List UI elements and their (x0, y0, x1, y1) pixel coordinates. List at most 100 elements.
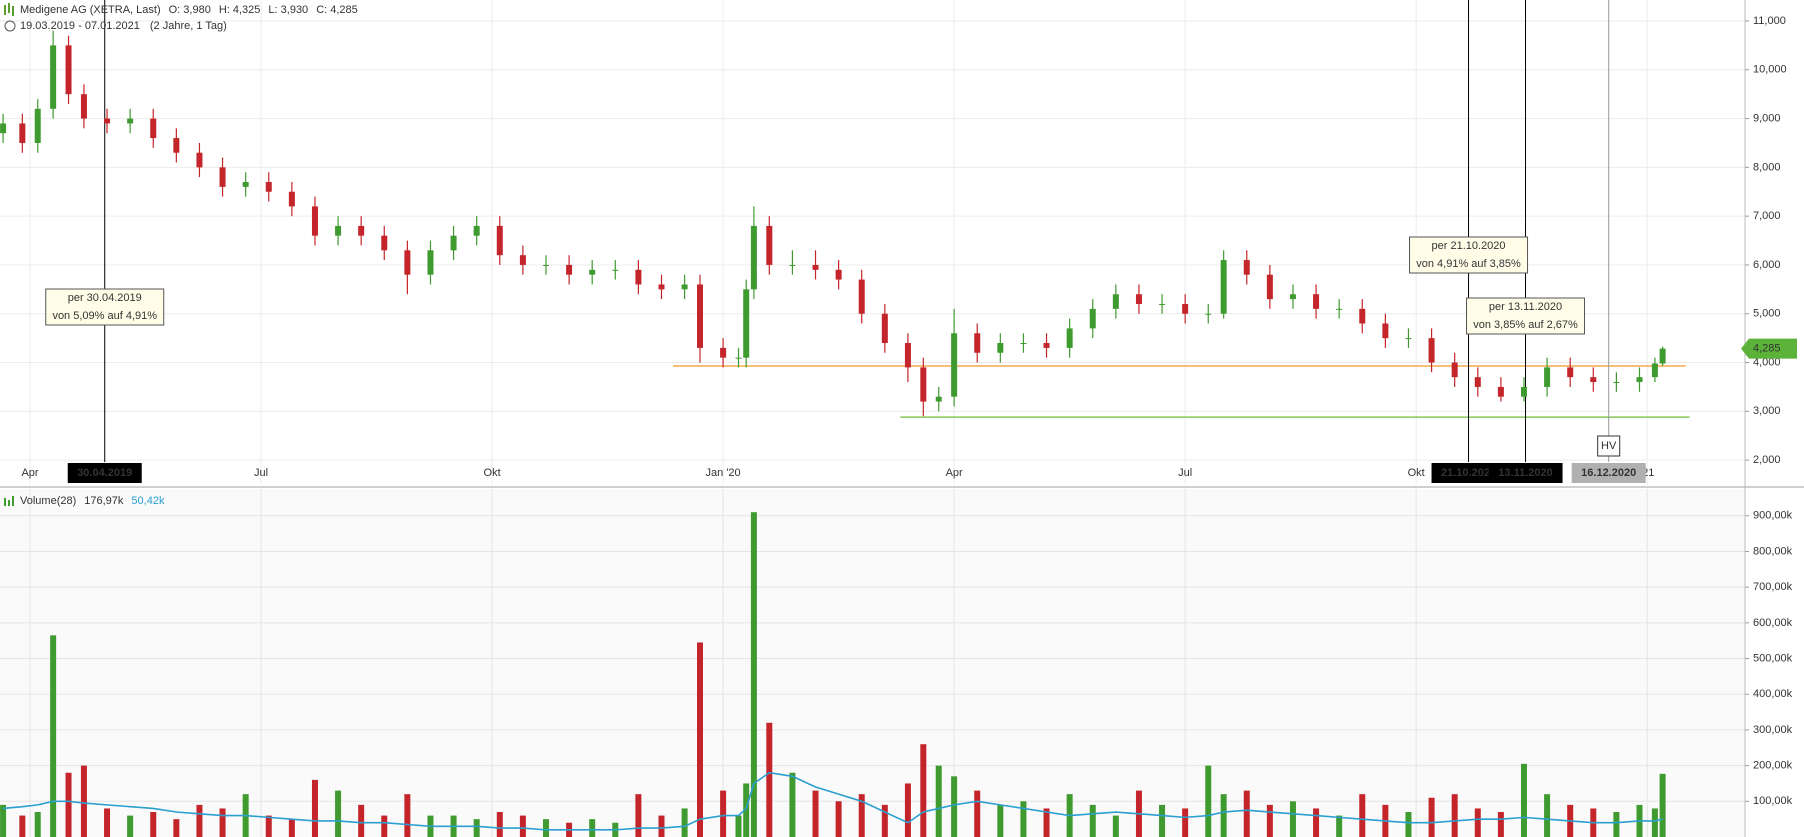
volume-bar (1159, 804, 1166, 837)
volume-header: Volume(28) 176,97k 50,42k (20, 495, 165, 507)
volume-bar (1243, 790, 1250, 837)
volume-bar (589, 819, 596, 837)
event-badge (67, 463, 142, 483)
volume-bar (1520, 763, 1527, 837)
candle-body (80, 94, 87, 119)
y-tick-label: 400,00k (1753, 688, 1793, 700)
candle-body (1567, 367, 1574, 378)
event-note-box (45, 288, 165, 326)
volume-bar (381, 815, 388, 837)
y-tick-label: 11,000 (1753, 15, 1786, 27)
x-tick-label: Jan '20 (706, 467, 741, 479)
candle-body (242, 181, 249, 187)
y-tick-label: 500,00k (1753, 652, 1793, 664)
candle-body (835, 269, 842, 280)
volume-bar (951, 776, 958, 837)
volume-bar (1266, 804, 1273, 837)
candle-body (19, 123, 26, 143)
event-marker-label: HV (1601, 440, 1617, 452)
candle-body (1243, 260, 1250, 275)
y-tick-label: 5,000 (1753, 308, 1781, 320)
volume-bar (858, 794, 865, 837)
volume-bar (1289, 801, 1296, 837)
event-note-text: von 4,91% auf 3,85% (1416, 258, 1521, 270)
volume-bar (1182, 808, 1189, 837)
candle-body (997, 343, 1004, 353)
candle-body (1659, 348, 1666, 364)
candle-body (1359, 308, 1366, 324)
candle-body (1636, 377, 1643, 383)
volume-bar (743, 783, 750, 837)
ohlc-label: O: 3,980 (169, 4, 211, 16)
candle-body (1289, 294, 1296, 300)
volume-bar (335, 790, 342, 837)
volume-bar (812, 790, 819, 837)
y-tick-label: 9,000 (1753, 112, 1781, 124)
volume-bar (658, 815, 665, 837)
event-badge-label: 21.10.2020 (1441, 467, 1496, 479)
candle-body (127, 118, 134, 124)
y-tick-label: 300,00k (1753, 724, 1793, 736)
candle-body (1613, 382, 1620, 384)
volume-avg: 50,42k (131, 495, 165, 507)
event-note-text: per 21.10.2020 (1432, 240, 1506, 252)
volume-bar (735, 815, 742, 837)
candle-body (1182, 303, 1189, 314)
volume-title: Volume(28) (20, 495, 76, 507)
y-tick-label: 4,000 (1753, 356, 1781, 368)
volume-bar (1359, 794, 1366, 837)
volume-bar (519, 815, 526, 837)
volume-bar (80, 765, 87, 837)
volume-bar (1613, 812, 1620, 837)
volume-bar (681, 808, 688, 837)
candle-body (881, 313, 888, 344)
candle-body (1089, 308, 1096, 329)
candle-body (1313, 294, 1320, 309)
candle-body (34, 108, 41, 143)
candle-body (427, 250, 434, 275)
candle-body (658, 284, 665, 290)
last-price-label: 4,285 (1753, 343, 1781, 355)
clock-icon (4, 20, 16, 32)
candle-body (1497, 386, 1504, 397)
volume-bar (904, 783, 911, 837)
volume-bar (311, 779, 318, 837)
y-tick-label: 10,000 (1753, 64, 1787, 76)
event-note-text: per 13.11.2020 (1489, 301, 1562, 313)
event-badge-label: 13.11.2020 (1498, 467, 1552, 479)
candle-body (1590, 377, 1597, 383)
event-marker-box (1597, 435, 1621, 457)
volume-bar (65, 772, 72, 837)
candle-body (1266, 274, 1273, 300)
volume-bar (997, 804, 1004, 837)
volume-bar (920, 744, 927, 837)
volume-bar (720, 790, 727, 837)
candle-body (750, 225, 757, 290)
event-note-box (1466, 297, 1586, 335)
volume-bar (473, 819, 480, 837)
candle-body (50, 45, 57, 109)
chart-title: Medigene AG (XETRA, Last) (20, 4, 161, 16)
candle-body (150, 118, 157, 139)
range-label: 19.03.2019 - 07.01.2021 (20, 20, 140, 32)
candle-body (951, 333, 958, 397)
ohlc-label: L: 3,930 (268, 4, 308, 16)
candle-body (196, 152, 203, 168)
volume-bar (542, 819, 549, 837)
volume-bar (104, 808, 111, 837)
chart-header: Medigene AG (XETRA, Last) O: 3,980 H: 4,32… (20, 4, 358, 16)
volume-bar (50, 635, 57, 837)
candle-body (542, 264, 549, 266)
candle-body (812, 264, 819, 270)
x-tick-label: Okt (1408, 467, 1425, 479)
candle-body (1405, 338, 1412, 340)
volume-bar (789, 772, 796, 837)
y-tick-label: 900,00k (1753, 510, 1793, 522)
candle-body (904, 343, 911, 368)
volume-last: 176,97k (84, 495, 124, 507)
candle-body (612, 269, 619, 271)
candle-body (1544, 367, 1551, 387)
candle-body (1520, 386, 1527, 397)
event-note-text: von 3,85% auf 2,67% (1473, 319, 1578, 331)
